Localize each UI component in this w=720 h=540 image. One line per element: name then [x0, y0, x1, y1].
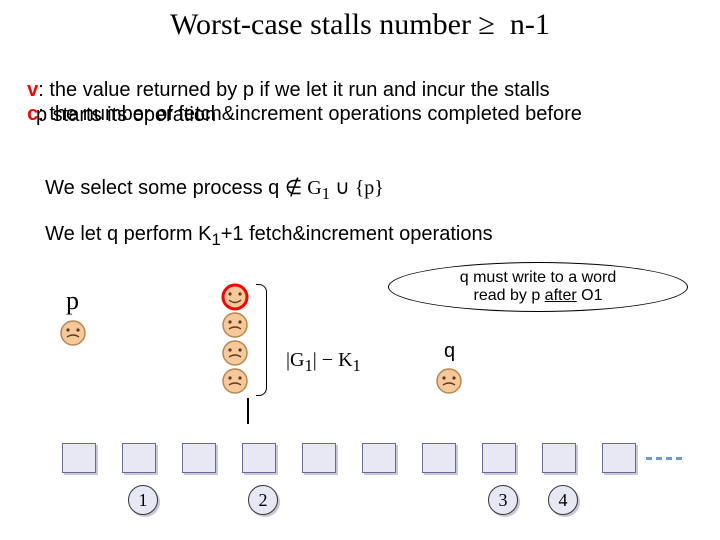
face-icon: [434, 366, 464, 396]
face-icon: [220, 282, 250, 312]
sub-span: 1: [211, 230, 220, 249]
bubble-line-2: read by p after O1: [403, 287, 673, 305]
perform-line: We let q perform K1+1 fetch&increment op…: [34, 200, 493, 250]
memory-cell: [422, 443, 456, 473]
text-span: We let q perform K: [45, 223, 211, 245]
text-span: read by p: [474, 287, 545, 304]
note-bubble: q must write to a word read by p after O…: [388, 262, 688, 312]
sub-span: 1: [353, 356, 361, 375]
text-span: +1 fetch&increment operations: [221, 223, 493, 245]
memory-cell: [62, 443, 96, 473]
face-icon: [220, 310, 250, 340]
face-icon: [58, 318, 88, 348]
step-marker: 2: [248, 485, 278, 515]
formula-span: | − K: [313, 349, 353, 371]
bubble-line-1: q must write to a word: [403, 269, 673, 287]
step-marker: 1: [128, 485, 158, 515]
memory-cell: [482, 443, 516, 473]
formula: |G1| − K1: [276, 326, 361, 376]
brace-icon: [256, 284, 267, 396]
memory-cell: [542, 443, 576, 473]
p-label: p: [66, 286, 79, 316]
memory-cell: [122, 443, 156, 473]
step-marker: 3: [488, 485, 518, 515]
step-marker: 4: [548, 485, 578, 515]
memory-cell: [242, 443, 276, 473]
sub-span: 1: [304, 356, 312, 375]
ellipsis-icon: [646, 457, 682, 460]
def-c-2: p starts its operation: [36, 104, 216, 127]
page-title: Worst-case stalls number ≥ n-1: [0, 8, 720, 42]
underline-span: after: [545, 287, 577, 304]
face-icon: [220, 338, 250, 368]
formula-span: |G: [286, 349, 304, 371]
q-label: q: [444, 340, 455, 363]
formula-span: ∉ G: [285, 177, 322, 199]
text-span: We select some process q: [45, 177, 285, 199]
memory-cell: [182, 443, 216, 473]
formula-span: ∪ {p}: [330, 177, 384, 199]
memory-cell: [362, 443, 396, 473]
text-span: O1: [577, 287, 603, 304]
face-icon: [220, 366, 250, 396]
memory-cell: [302, 443, 336, 473]
select-line: We select some process q ∉ G1 ∪ {p}: [34, 152, 384, 204]
memory-cell: [602, 443, 636, 473]
